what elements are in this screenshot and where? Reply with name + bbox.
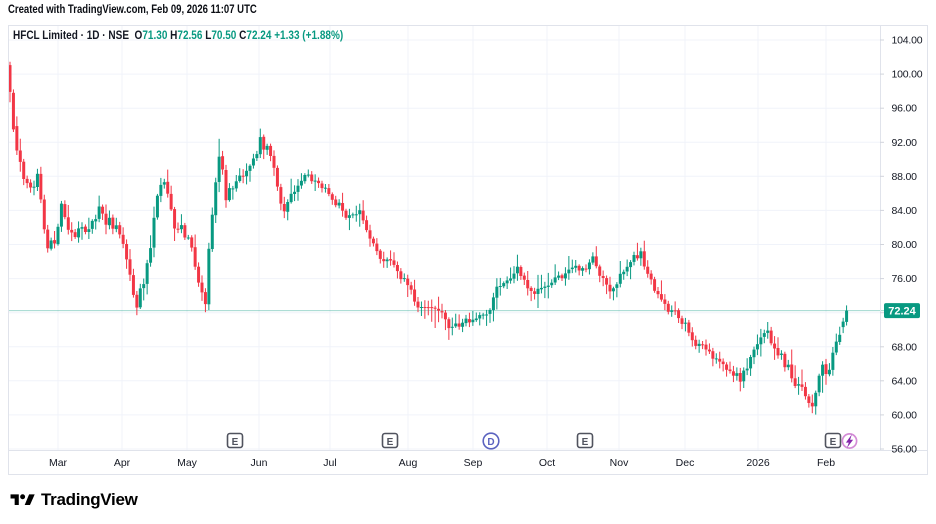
svg-text:88.00: 88.00	[892, 171, 918, 183]
svg-text:May: May	[177, 457, 198, 469]
svg-text:Jul: Jul	[323, 457, 336, 469]
svg-text:Oct: Oct	[539, 457, 555, 469]
svg-text:60.00: 60.00	[892, 409, 918, 421]
svg-text:96.00: 96.00	[892, 103, 918, 115]
svg-text:56.00: 56.00	[892, 444, 918, 456]
svg-text:76.00: 76.00	[892, 273, 918, 285]
svg-text:64.00: 64.00	[892, 375, 918, 387]
svg-text:E: E	[387, 437, 394, 448]
svg-text:Jun: Jun	[251, 457, 268, 469]
svg-text:104.00: 104.00	[892, 35, 923, 47]
svg-text:80.00: 80.00	[892, 239, 918, 251]
svg-text:92.00: 92.00	[892, 137, 918, 149]
svg-text:Feb: Feb	[817, 457, 835, 469]
svg-text:Sep: Sep	[464, 457, 483, 469]
svg-text:E: E	[830, 437, 837, 448]
svg-text:Dec: Dec	[676, 457, 695, 469]
svg-text:84.00: 84.00	[892, 205, 918, 217]
svg-text:Mar: Mar	[49, 457, 68, 469]
svg-text:E: E	[582, 437, 589, 448]
svg-text:E: E	[232, 437, 239, 448]
svg-text:68.00: 68.00	[892, 341, 918, 353]
svg-text:Aug: Aug	[399, 457, 418, 469]
svg-text:Nov: Nov	[610, 457, 629, 469]
svg-text:100.00: 100.00	[892, 69, 923, 81]
svg-text:2026: 2026	[746, 457, 770, 469]
svg-text:Apr: Apr	[114, 457, 131, 469]
svg-text:D: D	[487, 437, 494, 448]
svg-text:72.24: 72.24	[888, 305, 916, 317]
